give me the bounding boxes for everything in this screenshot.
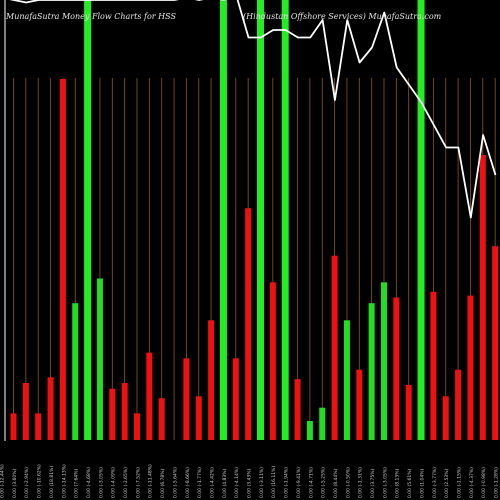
x-tick-label: 0.00 (1.04%) <box>419 468 425 498</box>
highlight-bands <box>84 0 425 440</box>
x-tick-label: 0.00 (-9.41%) <box>296 467 302 498</box>
chart-title-left: MunafaSutra Money Flow Charts for HSS <box>5 12 176 21</box>
x-tick-label: 0.00 (-1.15%) <box>456 467 462 498</box>
money-flow-bar <box>442 396 449 440</box>
x-tick-label: 0.00 (-4.68%) <box>86 467 92 498</box>
x-tick-label: 0.00 (-3.11%) <box>259 467 265 498</box>
money-flow-bar <box>195 396 202 440</box>
x-tick-label: 0.00 (-1.28%) <box>494 467 500 498</box>
money-flow-bars <box>10 79 499 440</box>
money-flow-bar <box>455 369 462 440</box>
money-flow-bar <box>269 282 276 440</box>
x-tick-label: 0.00 (8.44%) <box>333 468 339 498</box>
money-flow-bar <box>158 398 165 440</box>
money-flow-bar <box>232 358 239 440</box>
x-tick-label: 0.00 (-3.05%) <box>98 467 104 498</box>
money-flow-bar <box>294 379 301 440</box>
money-flow-bar <box>368 303 375 440</box>
money-flow-bar <box>47 377 54 440</box>
x-tick-label: 0.00 (18.81%) <box>49 466 55 498</box>
x-tick-label: 0.00 (-10.62%) <box>37 464 43 498</box>
x-tick-label: 0.00 (16.11%) <box>271 466 277 498</box>
x-tick-label: 0.00 (-2.94%) <box>24 467 30 498</box>
price-line-group <box>9 0 497 219</box>
money-flow-bar <box>356 369 363 440</box>
highlight-band <box>219 0 227 440</box>
money-flow-bar <box>430 291 437 440</box>
x-tick-label: 0.00 (-3.05%) <box>382 467 388 498</box>
money-flow-bar <box>121 383 128 440</box>
money-flow-bar <box>59 79 66 440</box>
highlight-band <box>417 0 425 440</box>
money-flow-bar <box>245 208 252 440</box>
x-tick-label: 0.00 (-0.98%) <box>481 467 487 498</box>
money-flow-bar <box>109 388 116 440</box>
x-tick-label: 0.00 (-4.09%) <box>111 467 117 498</box>
money-flow-bar <box>10 413 17 440</box>
chart-title-right: (Hindustan Offshore Services) MunafaSutr… <box>243 12 442 21</box>
money-flow-bar <box>22 383 29 440</box>
money-flow-bar <box>134 413 140 440</box>
x-tick-label: 0.00 (-1.31%) <box>358 467 364 498</box>
x-tick-label: 0.00 (-3.77%) <box>432 467 438 498</box>
x-tick-label: 0.00 (-7.52%) <box>135 467 141 498</box>
money-flow-bar <box>319 407 326 440</box>
x-tick-label: 0.00 (3.75%) <box>370 468 376 498</box>
x-tick-label: 0.00 (3.60%) <box>12 468 18 498</box>
highlight-band <box>281 0 289 440</box>
money-flow-bar <box>146 352 153 440</box>
money-flow-bar <box>467 295 474 440</box>
x-tick-label: 0.00 (-5.64%) <box>172 467 178 498</box>
x-tick-label: 0.00 (8.13%) <box>395 468 401 498</box>
x-tick-label: 0.00 (-1.94%) <box>284 467 290 498</box>
x-tick-label: 0.00 (4.83%) <box>222 468 228 498</box>
money-flow-bar <box>35 413 42 440</box>
x-tick-label: 0.00 (-4.42%) <box>209 467 215 498</box>
money-flow-bar <box>479 155 486 440</box>
x-tick-label: 0.00 (-1.77%) <box>197 467 203 498</box>
x-tick-label: 0.00 (-2.65%) <box>123 467 129 498</box>
money-flow-bar <box>306 421 313 440</box>
x-tick-label: 0.00 (-4.71%) <box>308 467 314 498</box>
money-flow-bar <box>331 255 338 440</box>
money-flow-bar <box>343 320 350 440</box>
x-tick-labels: 0.00 (-12.44%) 0.00 (3.60%) 0.00 (-2.94%) 0… <box>0 464 500 498</box>
money-flow-bar <box>381 282 387 440</box>
x-tick-label: 0.00 (-12.44%) <box>0 464 6 498</box>
x-tick-label: 0.00 (2.53%) <box>444 468 450 498</box>
x-tick-label: 0.00 (-5.25%) <box>321 467 327 498</box>
money-flow-bar <box>208 320 215 440</box>
x-tick-label: 0.00 (7.64%) <box>74 468 80 498</box>
money-flow-bar <box>72 303 79 440</box>
money-flow-bar <box>393 297 400 440</box>
money-flow-bar <box>492 246 499 440</box>
highlight-band <box>257 0 264 440</box>
x-tick-label: 0.00 (-0.50%) <box>345 467 351 498</box>
money-flow-bar <box>183 358 190 440</box>
money-flow-bar <box>96 278 103 440</box>
price-line <box>9 0 497 219</box>
x-tick-label: 0.00 (6.78%) <box>160 468 166 498</box>
x-tick-label: 0.00 (-4.37%) <box>469 467 475 498</box>
x-tick-label: 0.00 (3.43%) <box>247 468 253 498</box>
x-tick-label: 0.00 (-14.13%) <box>61 464 67 498</box>
money-flow-bar <box>405 384 412 440</box>
x-tick-label: 0.00 (5.61%) <box>407 468 413 498</box>
x-tick-label: 0.00 (-11.48%) <box>148 464 154 498</box>
x-tick-label: 0.00 (-4.14%) <box>234 467 240 498</box>
x-tick-label: 0.00 (-8.66%) <box>185 467 191 498</box>
highlight-band <box>84 0 92 440</box>
